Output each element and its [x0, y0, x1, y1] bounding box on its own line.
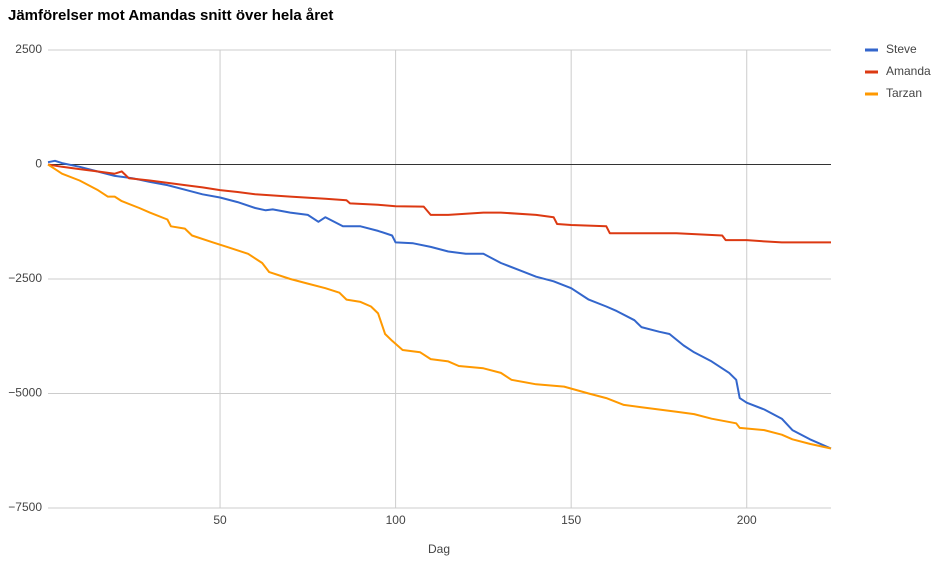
series-line [47, 163, 832, 450]
legend-label: Steve [886, 42, 917, 56]
x-axis-label: Dag [428, 542, 450, 556]
y-tick-label: 0 [35, 157, 42, 171]
x-tick-label: 200 [737, 513, 757, 527]
y-tick-label: −2500 [8, 271, 42, 285]
y-tick-label: −5000 [8, 386, 42, 400]
series-line [47, 163, 831, 244]
y-tick-label: 2500 [15, 42, 42, 56]
x-tick-label: 150 [561, 513, 581, 527]
legend-label: Tarzan [886, 86, 922, 100]
y-tick-label: −7500 [8, 500, 42, 514]
chart-title: Jämförelser mot Amandas snitt över hela … [8, 7, 333, 24]
legend-label: Amanda [886, 64, 931, 78]
x-tick-label: 100 [386, 513, 406, 527]
x-tick-label: 50 [213, 513, 227, 527]
series-line [47, 159, 832, 450]
